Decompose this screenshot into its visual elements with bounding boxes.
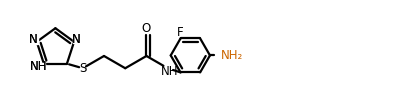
Text: O: O — [142, 22, 151, 35]
Text: NH: NH — [30, 60, 47, 73]
Text: N: N — [29, 33, 38, 46]
Text: S: S — [79, 62, 86, 75]
Bar — [30, 36, 38, 44]
Text: NH: NH — [161, 65, 179, 78]
Text: NH₂: NH₂ — [220, 49, 243, 62]
Bar — [72, 36, 81, 43]
Text: N: N — [29, 33, 38, 46]
Bar — [32, 63, 45, 71]
Text: NH: NH — [30, 60, 47, 73]
Text: N: N — [72, 33, 81, 46]
Text: F: F — [177, 25, 183, 39]
Text: N: N — [72, 33, 81, 46]
